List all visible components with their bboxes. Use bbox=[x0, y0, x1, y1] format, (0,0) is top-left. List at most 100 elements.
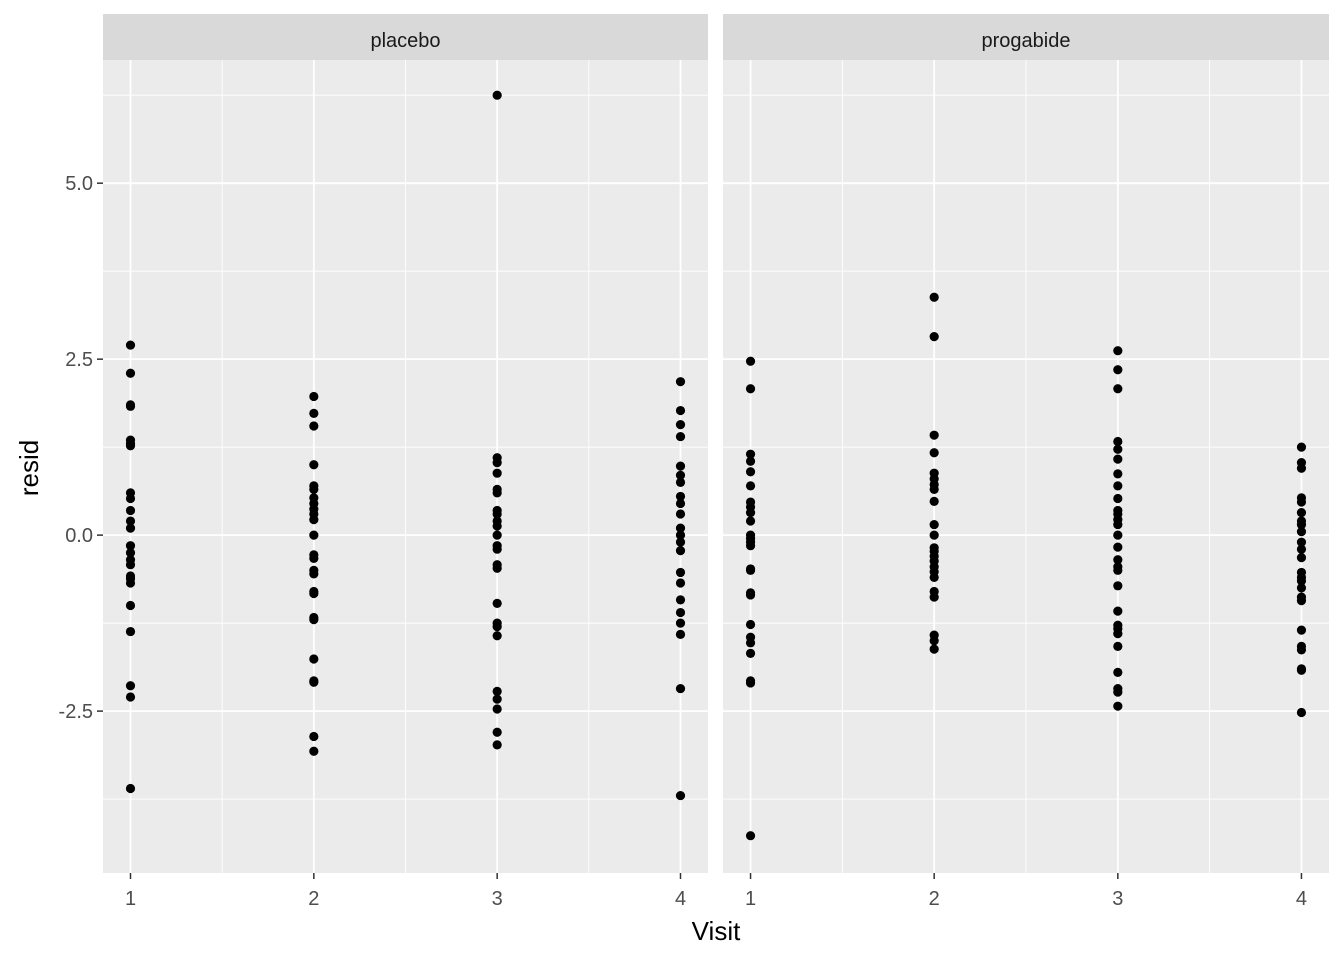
data-point bbox=[1296, 527, 1307, 537]
data-point bbox=[745, 467, 756, 477]
data-point bbox=[1113, 481, 1123, 491]
y-tick-label: 0.0 bbox=[65, 525, 93, 547]
data-point bbox=[309, 746, 319, 756]
data-point bbox=[745, 590, 756, 600]
data-point bbox=[1296, 707, 1307, 718]
data-point bbox=[1296, 497, 1307, 507]
data-point bbox=[929, 572, 939, 582]
data-point bbox=[309, 588, 319, 599]
data-point bbox=[125, 368, 136, 378]
x-tick-label: 2 bbox=[308, 888, 319, 910]
x-tick-label: 1 bbox=[745, 888, 756, 910]
data-point bbox=[492, 704, 502, 714]
data-point bbox=[492, 509, 502, 519]
data-point bbox=[1296, 553, 1307, 563]
data-point bbox=[1113, 629, 1123, 639]
facet-strip-background bbox=[103, 14, 708, 60]
data-point bbox=[1113, 365, 1123, 375]
data-point bbox=[492, 530, 502, 540]
data-point bbox=[675, 461, 686, 471]
data-point bbox=[1296, 544, 1307, 554]
data-point bbox=[309, 654, 319, 664]
data-point bbox=[309, 408, 319, 418]
data-point bbox=[929, 430, 939, 440]
data-point bbox=[675, 498, 686, 509]
data-point bbox=[675, 530, 686, 540]
data-point bbox=[1113, 565, 1123, 575]
data-point bbox=[125, 626, 136, 637]
data-point bbox=[745, 384, 756, 394]
data-point bbox=[125, 783, 136, 794]
data-point bbox=[745, 565, 756, 575]
data-point bbox=[745, 508, 756, 518]
data-point bbox=[492, 468, 502, 478]
x-tick-label: 4 bbox=[675, 888, 686, 910]
data-point bbox=[929, 332, 939, 342]
data-point bbox=[929, 644, 939, 654]
data-point bbox=[675, 683, 686, 694]
data-point bbox=[309, 731, 319, 742]
data-point bbox=[125, 578, 136, 588]
data-point bbox=[125, 523, 136, 533]
data-point bbox=[1296, 665, 1307, 675]
data-point bbox=[492, 563, 502, 573]
x-axis-title: Visit bbox=[692, 916, 741, 946]
x-tick-label: 3 bbox=[1112, 888, 1123, 910]
data-point bbox=[929, 592, 939, 602]
data-point bbox=[1113, 444, 1123, 454]
data-point bbox=[675, 595, 686, 605]
data-point bbox=[1113, 530, 1123, 540]
data-point bbox=[745, 638, 756, 648]
data-point bbox=[125, 600, 136, 611]
facet-strip-label: placebo bbox=[370, 30, 440, 52]
data-point bbox=[492, 598, 502, 609]
data-point bbox=[929, 448, 939, 458]
data-point bbox=[675, 567, 686, 578]
data-point bbox=[675, 537, 686, 547]
data-point bbox=[492, 694, 502, 704]
data-point bbox=[745, 678, 756, 688]
data-point bbox=[125, 505, 136, 516]
y-tick-label: 5.0 bbox=[65, 173, 93, 195]
data-point bbox=[309, 484, 319, 494]
data-point bbox=[675, 629, 686, 639]
data-point bbox=[1296, 537, 1307, 547]
data-point bbox=[745, 449, 756, 459]
x-tick-label: 3 bbox=[492, 888, 503, 910]
data-point bbox=[1113, 436, 1123, 447]
facet-strip-label: progabide bbox=[982, 30, 1071, 52]
data-point bbox=[675, 470, 686, 480]
data-point bbox=[492, 544, 502, 554]
data-point bbox=[309, 421, 319, 431]
data-point bbox=[675, 491, 686, 502]
data-point bbox=[675, 546, 686, 556]
data-point bbox=[1113, 687, 1123, 697]
data-point bbox=[1113, 581, 1123, 591]
data-point bbox=[1296, 508, 1307, 518]
data-point bbox=[492, 631, 502, 641]
data-point bbox=[125, 401, 136, 411]
y-tick-label: 2.5 bbox=[65, 349, 93, 371]
data-point bbox=[492, 727, 502, 737]
data-point bbox=[1113, 555, 1123, 565]
data-point bbox=[1113, 519, 1123, 530]
data-point bbox=[1113, 384, 1123, 394]
facet-panel-placebo: placebo 1 2 3 4 bbox=[103, 14, 708, 910]
data-point bbox=[492, 458, 502, 468]
data-point bbox=[492, 740, 502, 750]
data-point bbox=[675, 477, 686, 487]
data-point bbox=[745, 541, 756, 551]
data-point bbox=[1113, 701, 1123, 711]
data-point bbox=[1113, 469, 1123, 479]
data-point bbox=[1296, 645, 1307, 655]
data-point bbox=[929, 519, 939, 530]
data-point bbox=[125, 681, 136, 691]
x-tick-label: 2 bbox=[929, 888, 940, 910]
data-point bbox=[125, 441, 136, 451]
x-tick-label: 4 bbox=[1296, 888, 1307, 910]
data-point bbox=[492, 622, 502, 632]
x-tick-label: 1 bbox=[125, 888, 136, 910]
data-point bbox=[125, 560, 136, 570]
